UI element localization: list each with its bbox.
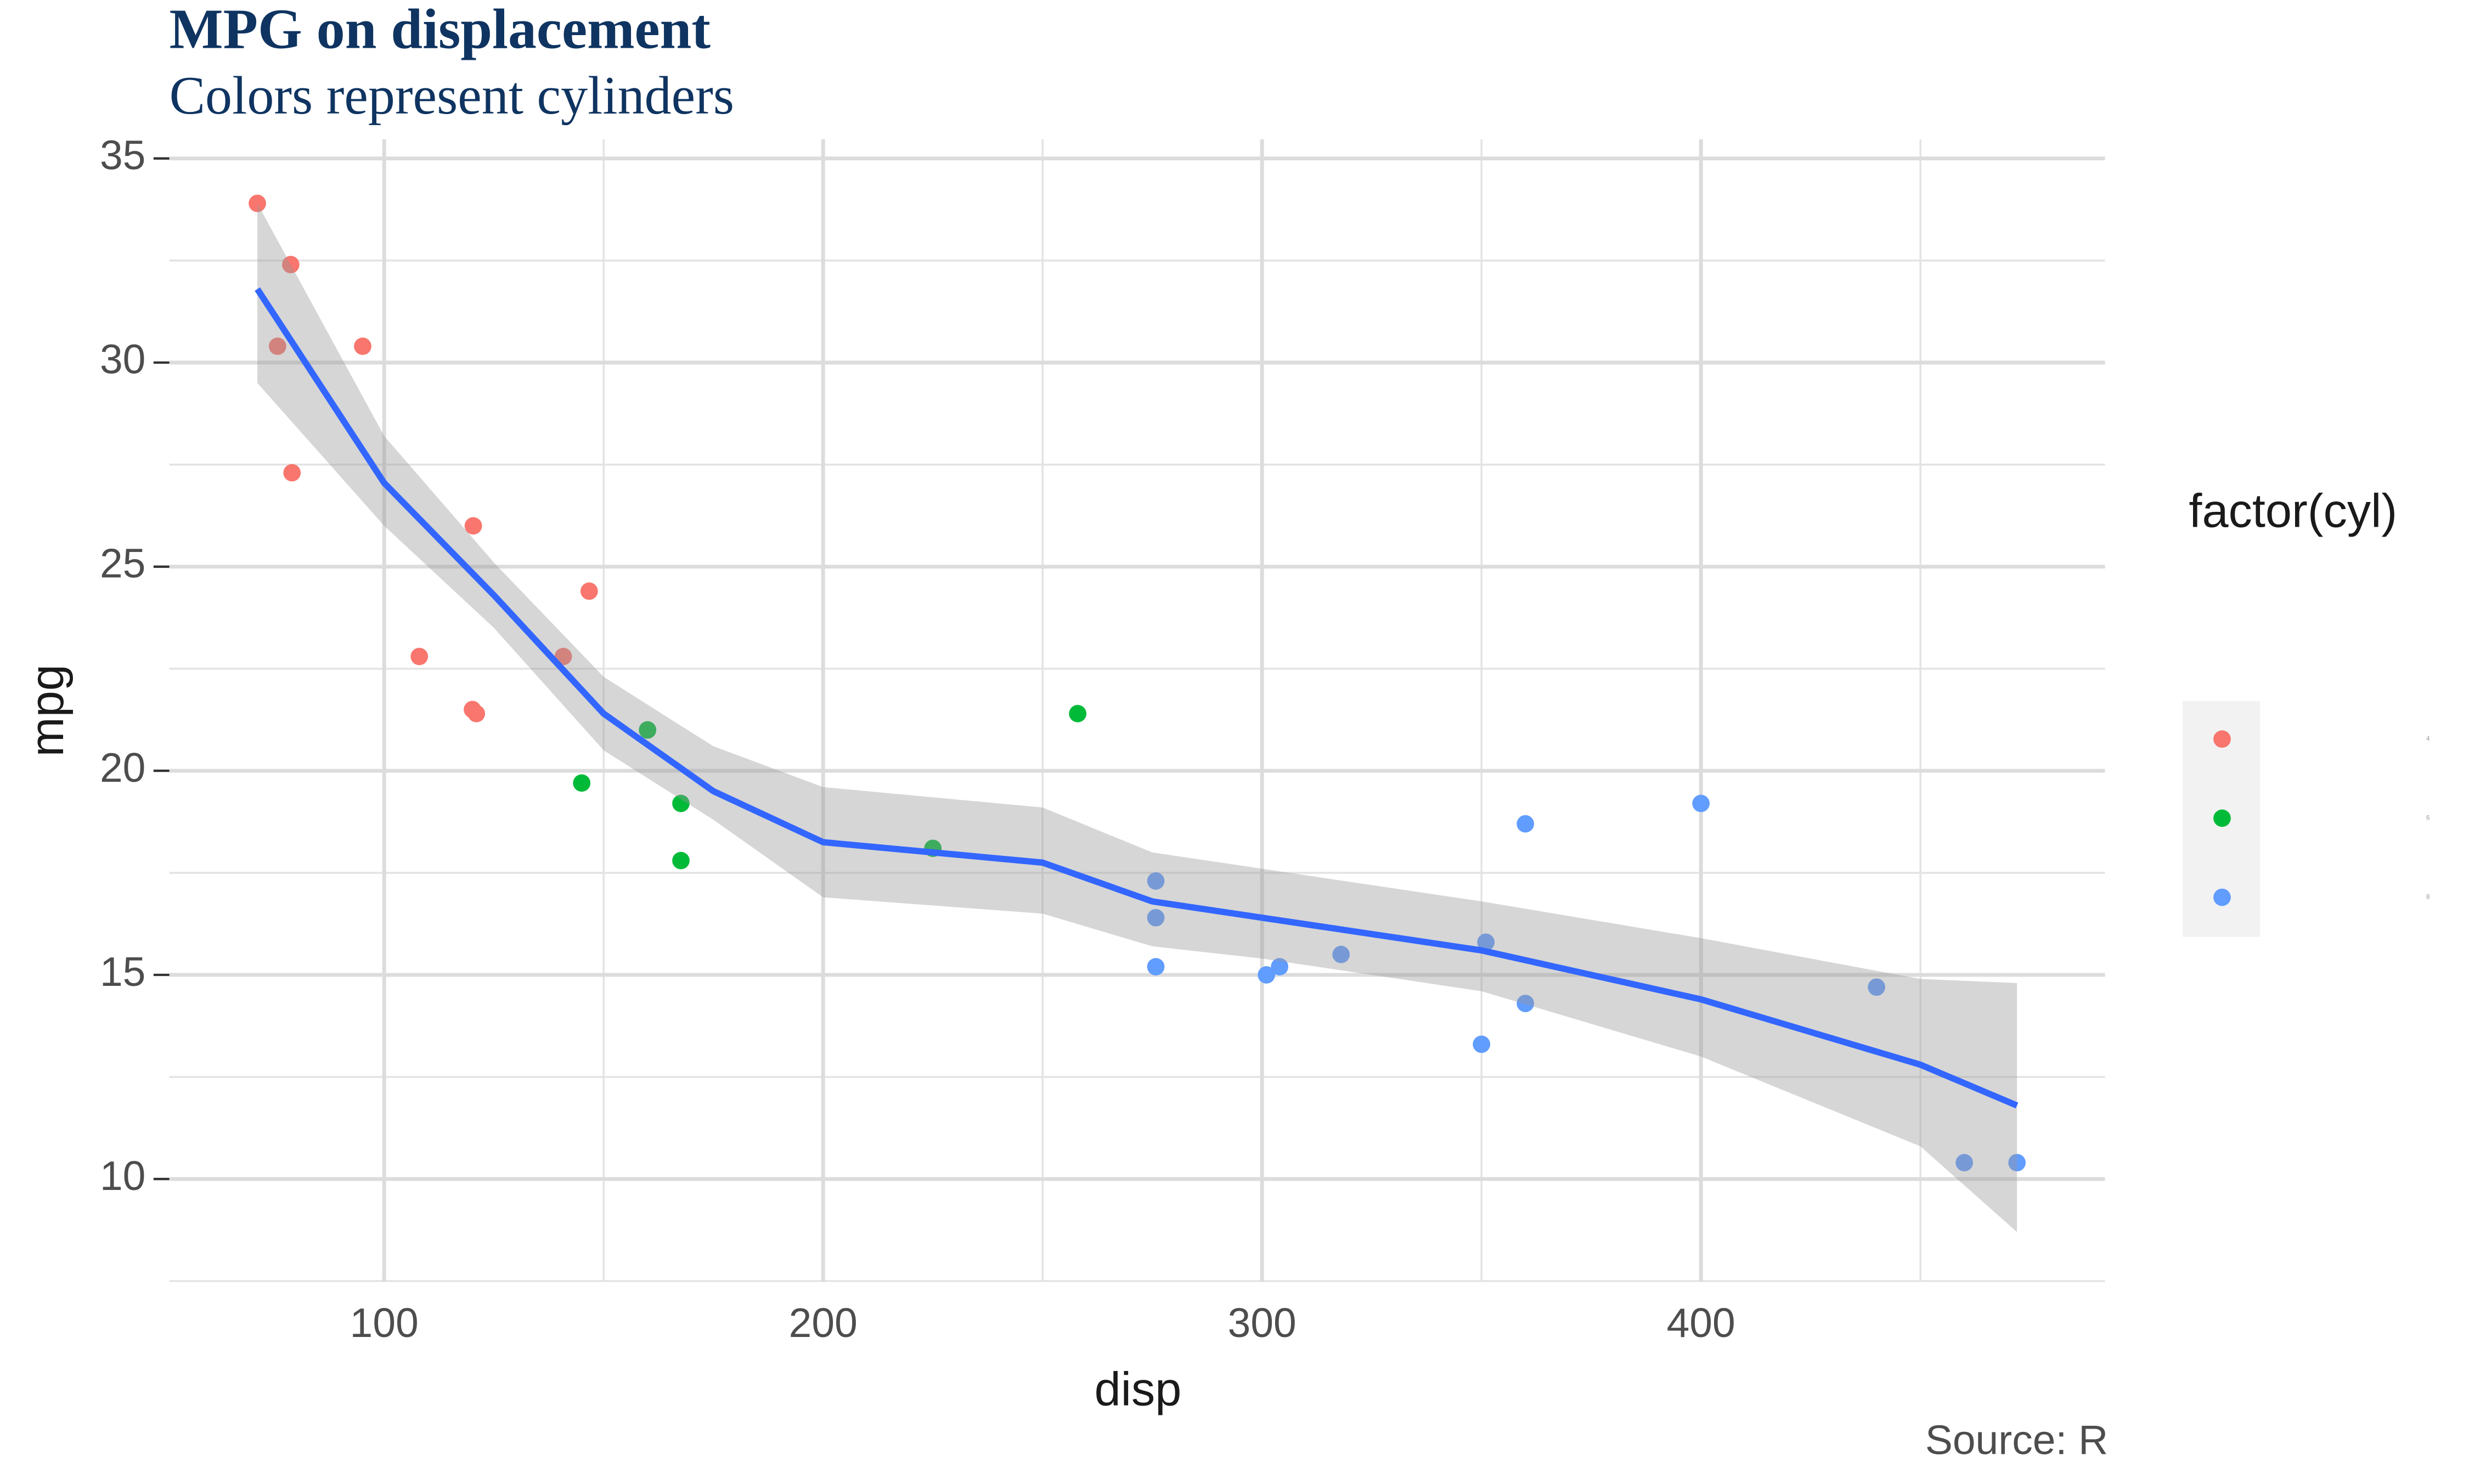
- y-tick-label: 35: [100, 132, 145, 178]
- point: [1147, 958, 1165, 975]
- point: [249, 194, 266, 212]
- point: [283, 464, 301, 482]
- point: [1147, 872, 1165, 890]
- chart-subtitle: Colors represent cylinders: [170, 66, 734, 126]
- point: [672, 794, 690, 812]
- point: [1258, 966, 1276, 984]
- point: [1477, 933, 1495, 951]
- point: [1868, 978, 1886, 996]
- x-tick-label: 200: [789, 1300, 858, 1346]
- point: [2008, 1154, 2026, 1172]
- point: [580, 582, 598, 600]
- point: [639, 721, 657, 739]
- point: [354, 337, 371, 355]
- point: [1517, 995, 1535, 1012]
- x-tick-label: 400: [1667, 1300, 1735, 1346]
- smooth-line: [255, 287, 2019, 1109]
- legend-title: factor(cyl): [2189, 484, 2397, 537]
- point: [1692, 794, 1710, 812]
- y-tick-label: 10: [100, 1153, 145, 1199]
- point: [281, 256, 300, 274]
- point: [1271, 958, 1289, 975]
- y-tick-label: 20: [100, 744, 145, 791]
- chart-title: MPG on displacement: [170, 0, 711, 60]
- legend-marker: [2213, 888, 2231, 906]
- legend-label: 8: [2426, 894, 2429, 901]
- point: [1473, 1035, 1491, 1053]
- point: [672, 851, 690, 870]
- y-axis-title: mpg: [21, 664, 74, 757]
- caption: Source: R: [1925, 1417, 2108, 1463]
- x-tick-label: 300: [1228, 1300, 1296, 1346]
- point: [467, 704, 486, 723]
- point: [1069, 704, 1087, 723]
- point: [1955, 1154, 1974, 1172]
- point: [573, 774, 591, 792]
- y-tick-label: 25: [100, 540, 145, 586]
- point: [410, 647, 429, 665]
- y-tick-label: 30: [100, 336, 145, 382]
- y-tick-label: 15: [100, 949, 145, 995]
- point: [1517, 815, 1535, 833]
- point: [268, 337, 286, 355]
- x-axis-title: disp: [1095, 1363, 1182, 1415]
- legend-marker: [2213, 730, 2231, 748]
- x-tick-label: 100: [350, 1300, 419, 1346]
- point: [1147, 909, 1165, 927]
- point: [1332, 945, 1350, 963]
- legend-label: 6: [2426, 815, 2429, 821]
- point: [464, 517, 482, 535]
- legend-label: 4: [2426, 736, 2430, 742]
- legend-marker: [2213, 809, 2231, 827]
